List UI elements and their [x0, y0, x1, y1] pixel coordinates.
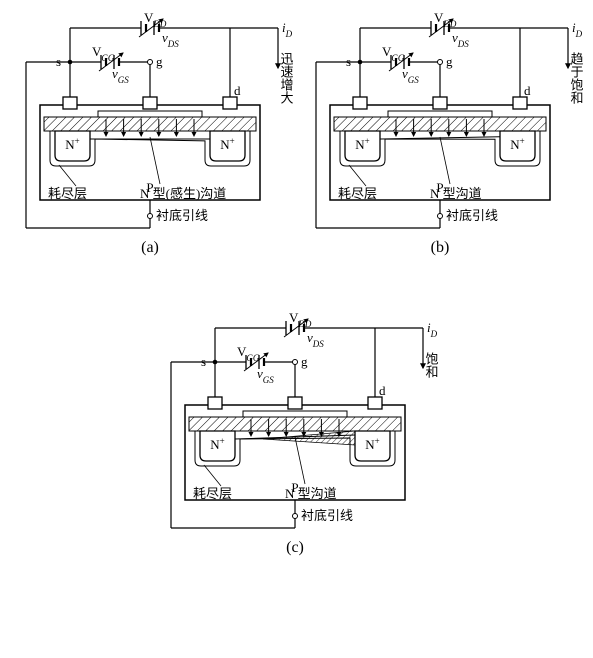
id-desc: 趋于饱和	[569, 52, 584, 104]
diagram-svg: N+N+PsgdVDDvDSVGGvGSiD迅速增大耗尽层N 型(感生)沟道衬底…	[0, 0, 593, 653]
channel-label: N 型沟道	[430, 186, 482, 201]
id-label: iD	[572, 20, 583, 39]
gate-plate	[98, 111, 202, 117]
g-terminal	[433, 97, 447, 109]
vgg-label: VGG	[237, 344, 260, 363]
depletion-label: 耗尽层	[48, 186, 87, 201]
vgg-label: VGG	[92, 44, 115, 63]
pinchoff-region	[263, 431, 355, 445]
depletion-label: 耗尽层	[193, 486, 232, 501]
oxide-layer	[189, 417, 401, 431]
oxide-layer	[334, 117, 546, 131]
vgs-label: vGS	[257, 366, 274, 385]
id-label: iD	[427, 320, 438, 339]
s-label: s	[346, 54, 351, 69]
substrate-node	[438, 214, 443, 219]
vgs-label: vGS	[402, 66, 419, 85]
gate-plate	[388, 111, 492, 117]
panel-b: N+N+PsgdVDDvDSVGGvGSiD趋于饱和耗尽层N 型沟道衬底引线(b…	[316, 10, 584, 256]
d-label: d	[524, 83, 531, 98]
substrate-node	[148, 214, 153, 219]
page: { "canvas": { "width": 593, "height": 65…	[0, 0, 593, 653]
g-label: g	[301, 354, 308, 369]
id-desc: 迅速增大	[279, 52, 294, 104]
vgg-label: VGG	[382, 44, 405, 63]
substrate-lead-label: 衬底引线	[301, 508, 353, 523]
d-label: d	[379, 383, 386, 398]
vds-label: vDS	[162, 30, 179, 49]
panel-c: N+N+PsgdVDDvDSVGGvGSiD饱和耗尽层N 型沟道衬底引线(c)	[171, 310, 439, 556]
vdd-label: VDD	[434, 10, 457, 29]
s-terminal	[208, 397, 222, 409]
id-desc: 饱和	[424, 352, 439, 378]
oxide-layer	[44, 117, 256, 131]
channel-label: N 型沟道	[285, 486, 337, 501]
s-label: s	[56, 54, 61, 69]
substrate-lead-label: 衬底引线	[446, 208, 498, 223]
g-label: g	[156, 54, 163, 69]
g-label: g	[446, 54, 453, 69]
node-g	[293, 360, 298, 365]
s-terminal	[353, 97, 367, 109]
vds-label: vDS	[452, 30, 469, 49]
g-terminal	[288, 397, 302, 409]
caption-c: (c)	[286, 539, 304, 556]
g-terminal	[143, 97, 157, 109]
substrate-lead-label: 衬底引线	[156, 208, 208, 223]
panel-a: N+N+PsgdVDDvDSVGGvGSiD迅速增大耗尽层N 型(感生)沟道衬底…	[26, 10, 294, 256]
caption-a: (a)	[141, 239, 159, 256]
d-terminal	[513, 97, 527, 109]
d-terminal	[368, 397, 382, 409]
s-label: s	[201, 354, 206, 369]
node-g	[148, 60, 153, 65]
node-g	[438, 60, 443, 65]
id-label: iD	[282, 20, 293, 39]
gate-plate	[243, 411, 347, 417]
vds-label: vDS	[307, 330, 324, 349]
vdd-label: VDD	[144, 10, 167, 29]
channel-label: N 型(感生)沟道	[140, 186, 226, 201]
d-terminal	[223, 97, 237, 109]
s-terminal	[63, 97, 77, 109]
d-label: d	[234, 83, 241, 98]
caption-b: (b)	[431, 239, 450, 256]
substrate-node	[293, 514, 298, 519]
vdd-label: VDD	[289, 310, 312, 329]
depletion-label: 耗尽层	[338, 186, 377, 201]
vgs-label: vGS	[112, 66, 129, 85]
